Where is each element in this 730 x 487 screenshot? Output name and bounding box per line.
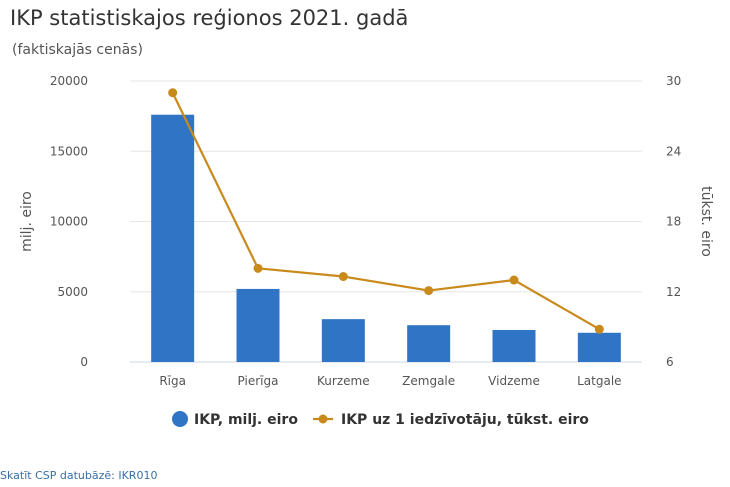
y2-tick-label: 24 bbox=[666, 144, 681, 158]
line-point-latgale[interactable] bbox=[594, 324, 604, 334]
legend-bar-marker[interactable] bbox=[172, 411, 188, 427]
y-tick-label: 10000 bbox=[50, 215, 88, 229]
database-link[interactable]: Skatīt CSP datubāzē: IKR010 bbox=[0, 469, 158, 482]
x-tick-label: Kurzeme bbox=[317, 374, 370, 388]
y2-tick-label: 18 bbox=[666, 215, 681, 229]
y2-tick-label: 12 bbox=[666, 285, 681, 299]
y2-tick-label: 30 bbox=[666, 74, 681, 88]
line-point-zemgale[interactable] bbox=[424, 286, 434, 296]
x-tick-label: Latgale bbox=[577, 374, 621, 388]
bar-rīga[interactable] bbox=[151, 114, 195, 362]
bar-zemgale[interactable] bbox=[407, 325, 451, 362]
chart-subtitle: (faktiskajās cenās) bbox=[12, 42, 143, 58]
legend-bar-label: IKP, milj. eiro bbox=[194, 412, 298, 428]
y-tick-label: 5000 bbox=[57, 285, 88, 299]
x-tick-label: Zemgale bbox=[402, 374, 455, 388]
bar-pierīga[interactable] bbox=[236, 288, 280, 362]
y-axis-title: milj. eiro bbox=[19, 191, 35, 252]
bar-vidzeme[interactable] bbox=[492, 329, 536, 362]
x-tick-label: Rīga bbox=[159, 374, 186, 388]
line-series-per-capita bbox=[171, 92, 600, 331]
x-tick-label: Vidzeme bbox=[488, 374, 540, 388]
line-point-kurzeme[interactable] bbox=[338, 272, 348, 282]
bar-kurzeme[interactable] bbox=[321, 319, 365, 362]
line-point-rīga[interactable] bbox=[168, 88, 178, 98]
y-tick-label: 20000 bbox=[50, 74, 88, 88]
legend-line-label: IKP uz 1 iedzīvotāju, tūkst. eiro bbox=[341, 412, 589, 428]
chart-title: IKP statistiskajos reģionos 2021. gadā bbox=[10, 6, 409, 30]
y-tick-label: 0 bbox=[80, 355, 88, 369]
x-tick-label: Pierīga bbox=[238, 374, 279, 388]
line-point-vidzeme[interactable] bbox=[509, 275, 519, 285]
line-point-pierīga[interactable] bbox=[253, 263, 263, 273]
bar-latgale[interactable] bbox=[577, 332, 621, 362]
y2-axis-title: tūkst. eiro bbox=[698, 186, 714, 257]
y-tick-label: 15000 bbox=[50, 144, 88, 158]
y2-tick-label: 6 bbox=[666, 355, 674, 369]
legend-line-dot bbox=[318, 414, 328, 424]
